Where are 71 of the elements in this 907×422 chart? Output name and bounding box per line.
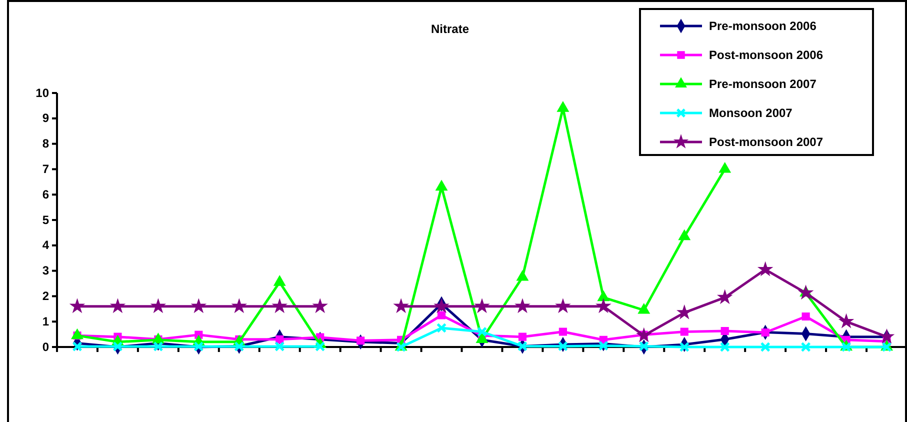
point — [516, 270, 528, 281]
point — [556, 299, 570, 312]
point — [680, 328, 688, 336]
point — [315, 341, 326, 352]
point — [678, 306, 692, 319]
y-tick-label: 4 — [42, 238, 50, 252]
point — [558, 341, 568, 352]
point — [598, 340, 609, 351]
point — [760, 342, 770, 352]
point — [434, 299, 448, 312]
point — [274, 276, 286, 286]
point — [436, 322, 447, 334]
point — [798, 286, 813, 299]
point — [557, 102, 569, 112]
point — [112, 341, 123, 352]
point — [638, 303, 650, 314]
point — [802, 312, 810, 321]
point — [558, 328, 567, 336]
point — [678, 230, 690, 240]
point — [718, 290, 732, 304]
point — [679, 342, 690, 352]
point — [276, 335, 284, 344]
point — [718, 162, 731, 173]
y-tick-label: 5 — [42, 212, 50, 227]
point — [596, 299, 610, 312]
legend-label: Monsoon 2007 — [709, 106, 793, 120]
y-tick-label: 10 — [36, 86, 50, 100]
point — [637, 328, 651, 342]
y-tick-label: 1 — [42, 314, 50, 328]
y-tick-label: 3 — [42, 264, 50, 278]
point — [274, 341, 285, 352]
point — [720, 342, 730, 352]
point — [394, 299, 408, 312]
point — [476, 326, 488, 337]
point — [758, 262, 772, 276]
y-tick-label: 6 — [42, 187, 50, 202]
point — [356, 336, 365, 345]
point — [192, 299, 206, 312]
legend-label: Post-monsoon 2007 — [709, 135, 824, 149]
point — [437, 311, 446, 320]
legend-label: Post-monsoon 2006 — [709, 48, 824, 62]
point — [598, 290, 610, 302]
point — [313, 299, 327, 312]
y-tick-label: 8 — [42, 136, 50, 151]
point — [71, 328, 84, 340]
point — [436, 180, 448, 191]
point — [153, 341, 164, 352]
point — [70, 299, 84, 312]
point — [72, 341, 82, 352]
point — [761, 328, 770, 337]
point — [272, 299, 286, 312]
legend-label: Pre-monsoon 2007 — [709, 77, 817, 91]
y-tick-label: 7 — [42, 162, 50, 176]
point — [638, 341, 649, 352]
y-tick-label: 9 — [42, 111, 50, 126]
point — [839, 314, 854, 328]
point — [232, 299, 246, 312]
point — [110, 299, 125, 312]
point — [720, 326, 729, 336]
point — [151, 299, 166, 312]
y-tick-label: 0 — [42, 340, 50, 354]
point — [476, 332, 488, 343]
point — [194, 341, 204, 352]
point — [800, 342, 811, 352]
legend-label: Pre-monsoon 2006 — [709, 19, 817, 33]
point — [880, 330, 894, 343]
point — [516, 299, 530, 312]
point — [475, 299, 489, 312]
chart-title: Nitrate — [430, 22, 470, 36]
y-tick-label: 2 — [42, 289, 50, 304]
point — [518, 332, 527, 341]
